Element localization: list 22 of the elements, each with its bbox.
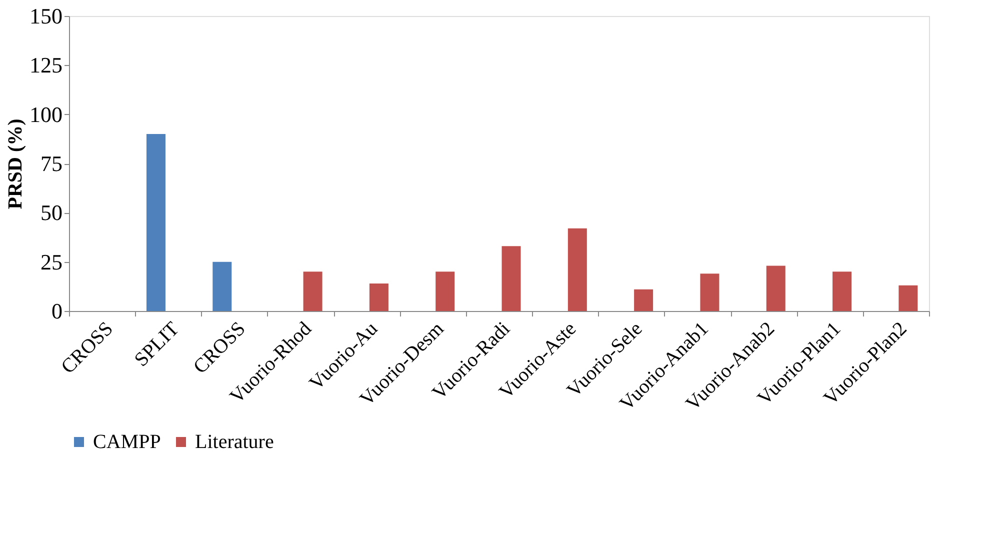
y-tick-label: 0 xyxy=(52,298,62,324)
bar xyxy=(700,274,720,311)
bar xyxy=(568,228,587,311)
y-tick-label: 25 xyxy=(40,249,62,274)
bar xyxy=(634,289,654,311)
legend-label: CAMPP xyxy=(93,431,161,453)
bar xyxy=(212,262,232,311)
bar xyxy=(436,272,455,311)
bar xyxy=(502,246,521,311)
bar xyxy=(898,285,918,311)
bar xyxy=(766,266,786,311)
bar xyxy=(303,272,322,311)
y-tick-label: 50 xyxy=(40,200,62,226)
legend-label: Literature xyxy=(195,431,274,453)
y-tick-label: 100 xyxy=(30,102,62,127)
bar xyxy=(146,134,166,311)
y-tick-label: 125 xyxy=(30,52,62,78)
bar xyxy=(369,283,388,311)
bar xyxy=(832,272,852,311)
y-tick-label: 150 xyxy=(30,4,62,28)
y-tick-label: 75 xyxy=(40,151,62,176)
y-axis-title: PRSD (%) xyxy=(4,118,26,210)
